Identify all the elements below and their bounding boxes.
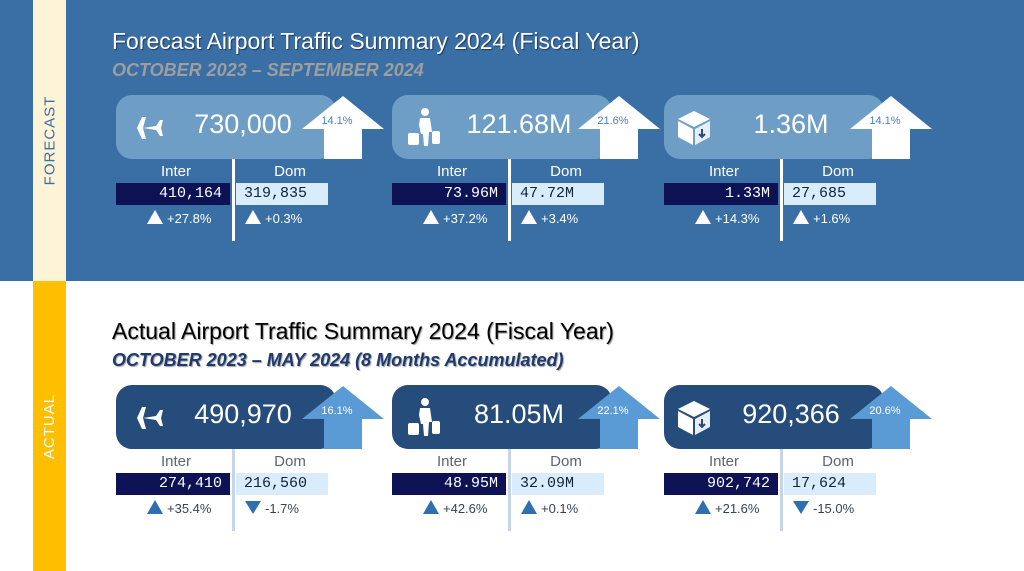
growth-percent: 21.6% (597, 115, 629, 127)
dom-change: +0.1% (520, 499, 578, 517)
cargo-box-icon (678, 111, 710, 145)
inter-value: 410,164 (116, 183, 230, 205)
triangle-up-icon (422, 209, 443, 228)
airplane-icon (128, 117, 163, 139)
dom-change-text: +1.6% (813, 210, 851, 226)
actual-subtitle: OCTOBER 2023 – MAY 2024 (8 Months Accumu… (112, 350, 564, 370)
inter-label: Inter (708, 163, 739, 180)
inter-change-text: +42.6% (443, 500, 488, 516)
passenger-icon (408, 108, 440, 146)
actual-card-cargo-box: 920,366 20.6% Inter Dom 902,742 17,624 +21.6% -… (664, 385, 934, 535)
growth-percent: 14.1% (321, 115, 353, 127)
dom-value: 216,560 (236, 473, 328, 495)
inter-value: 1.33M (664, 183, 778, 205)
dom-label: Dom (550, 163, 582, 180)
passenger-icon (408, 398, 440, 436)
dom-label: Dom (822, 163, 854, 180)
triangle-down-icon (244, 499, 265, 518)
dom-value: 319,835 (236, 183, 328, 205)
dom-label: Dom (822, 453, 854, 470)
inter-change-text: +14.3% (715, 210, 760, 226)
inter-label: Inter (160, 163, 191, 180)
forecast-card-airplane: 730,000 14.1% Inter Dom 410,164 319,835 +27.8%… (116, 95, 386, 245)
inter-change: +21.6% (694, 499, 759, 517)
dom-label: Dom (550, 453, 582, 470)
dom-change-text: +3.4% (541, 210, 579, 226)
actual-side-tab: ACTUAL (33, 281, 66, 571)
triangle-up-icon (520, 499, 541, 518)
inter-change: +35.4% (146, 499, 211, 517)
inter-change-text: +37.2% (443, 210, 488, 226)
dom-change: +1.6% (792, 209, 850, 227)
inter-label: Inter (436, 163, 467, 180)
actual-title: Actual Airport Traffic Summary 2024 (Fis… (112, 318, 614, 344)
inter-label: Inter (708, 453, 739, 470)
column-divider (508, 159, 511, 241)
total-value: 81.05M (473, 399, 565, 429)
dom-change-text: +0.1% (541, 500, 579, 516)
inter-value: 274,410 (116, 473, 230, 495)
dom-change: +0.3% (244, 209, 302, 227)
inter-change: +37.2% (422, 209, 487, 227)
forecast-subtitle: OCTOBER 2023 – SEPTEMBER 2024 (112, 60, 424, 80)
growth-percent: 20.6% (869, 405, 901, 417)
forecast-side-tab: FORECAST (33, 0, 66, 281)
dom-change-text: -1.7% (265, 500, 299, 516)
triangle-up-icon (422, 499, 443, 518)
total-value: 121.68M (466, 109, 572, 139)
growth-percent: 16.1% (321, 405, 353, 417)
inter-value: 73.96M (392, 183, 506, 205)
actual-card-passenger: 81.05M 22.1% Inter Dom 48.95M 32.09M +42.6% +0.… (392, 385, 662, 535)
triangle-down-icon (792, 499, 813, 518)
dom-change-text: +0.3% (265, 210, 303, 226)
dom-value: 47.72M (512, 183, 604, 205)
inter-change: +14.3% (694, 209, 759, 227)
triangle-up-icon (146, 209, 167, 228)
total-value: 1.36M (753, 109, 829, 139)
triangle-up-icon (792, 209, 813, 228)
inter-label: Inter (160, 453, 191, 470)
inter-value: 48.95M (392, 473, 506, 495)
column-divider (780, 159, 783, 241)
total-value: 920,366 (742, 399, 840, 429)
column-divider (780, 449, 783, 531)
total-value: 730,000 (194, 109, 292, 139)
column-divider (232, 159, 235, 241)
inter-change: +27.8% (146, 209, 211, 227)
dom-change: +3.4% (520, 209, 578, 227)
airplane-icon (128, 407, 163, 429)
inter-change: +42.6% (422, 499, 487, 517)
dom-value: 17,624 (784, 473, 876, 495)
dom-change-text: -15.0% (813, 500, 855, 516)
total-value: 490,970 (194, 399, 292, 429)
triangle-up-icon (694, 499, 715, 518)
dom-label: Dom (274, 453, 306, 470)
dom-change: -15.0% (792, 499, 854, 517)
forecast-title: Forecast Airport Traffic Summary 2024 (F… (112, 28, 640, 54)
forecast-tab-label: FORECAST (41, 95, 58, 186)
inter-change-text: +27.8% (167, 210, 212, 226)
dom-change: -1.7% (244, 499, 299, 517)
triangle-up-icon (694, 209, 715, 228)
triangle-up-icon (244, 209, 265, 228)
inter-value: 902,742 (664, 473, 778, 495)
forecast-card-passenger: 121.68M 21.6% Inter Dom 73.96M 47.72M +37.2% +3… (392, 95, 662, 245)
actual-tab-label: ACTUAL (41, 393, 58, 459)
actual-card-airplane: 490,970 16.1% Inter Dom 274,410 216,560 +35.4%… (116, 385, 386, 535)
triangle-up-icon (146, 499, 167, 518)
forecast-card-cargo-box: 1.36M 14.1% Inter Dom 1.33M 27,685 +14.3% +1.6% (664, 95, 934, 245)
cargo-box-icon (678, 401, 710, 435)
dom-value: 27,685 (784, 183, 876, 205)
dom-value: 32.09M (512, 473, 604, 495)
column-divider (508, 449, 511, 531)
inter-change-text: +35.4% (167, 500, 212, 516)
triangle-up-icon (520, 209, 541, 228)
inter-label: Inter (436, 453, 467, 470)
growth-percent: 22.1% (597, 405, 629, 417)
column-divider (232, 449, 235, 531)
inter-change-text: +21.6% (715, 500, 760, 516)
dom-label: Dom (274, 163, 306, 180)
growth-percent: 14.1% (869, 115, 901, 127)
